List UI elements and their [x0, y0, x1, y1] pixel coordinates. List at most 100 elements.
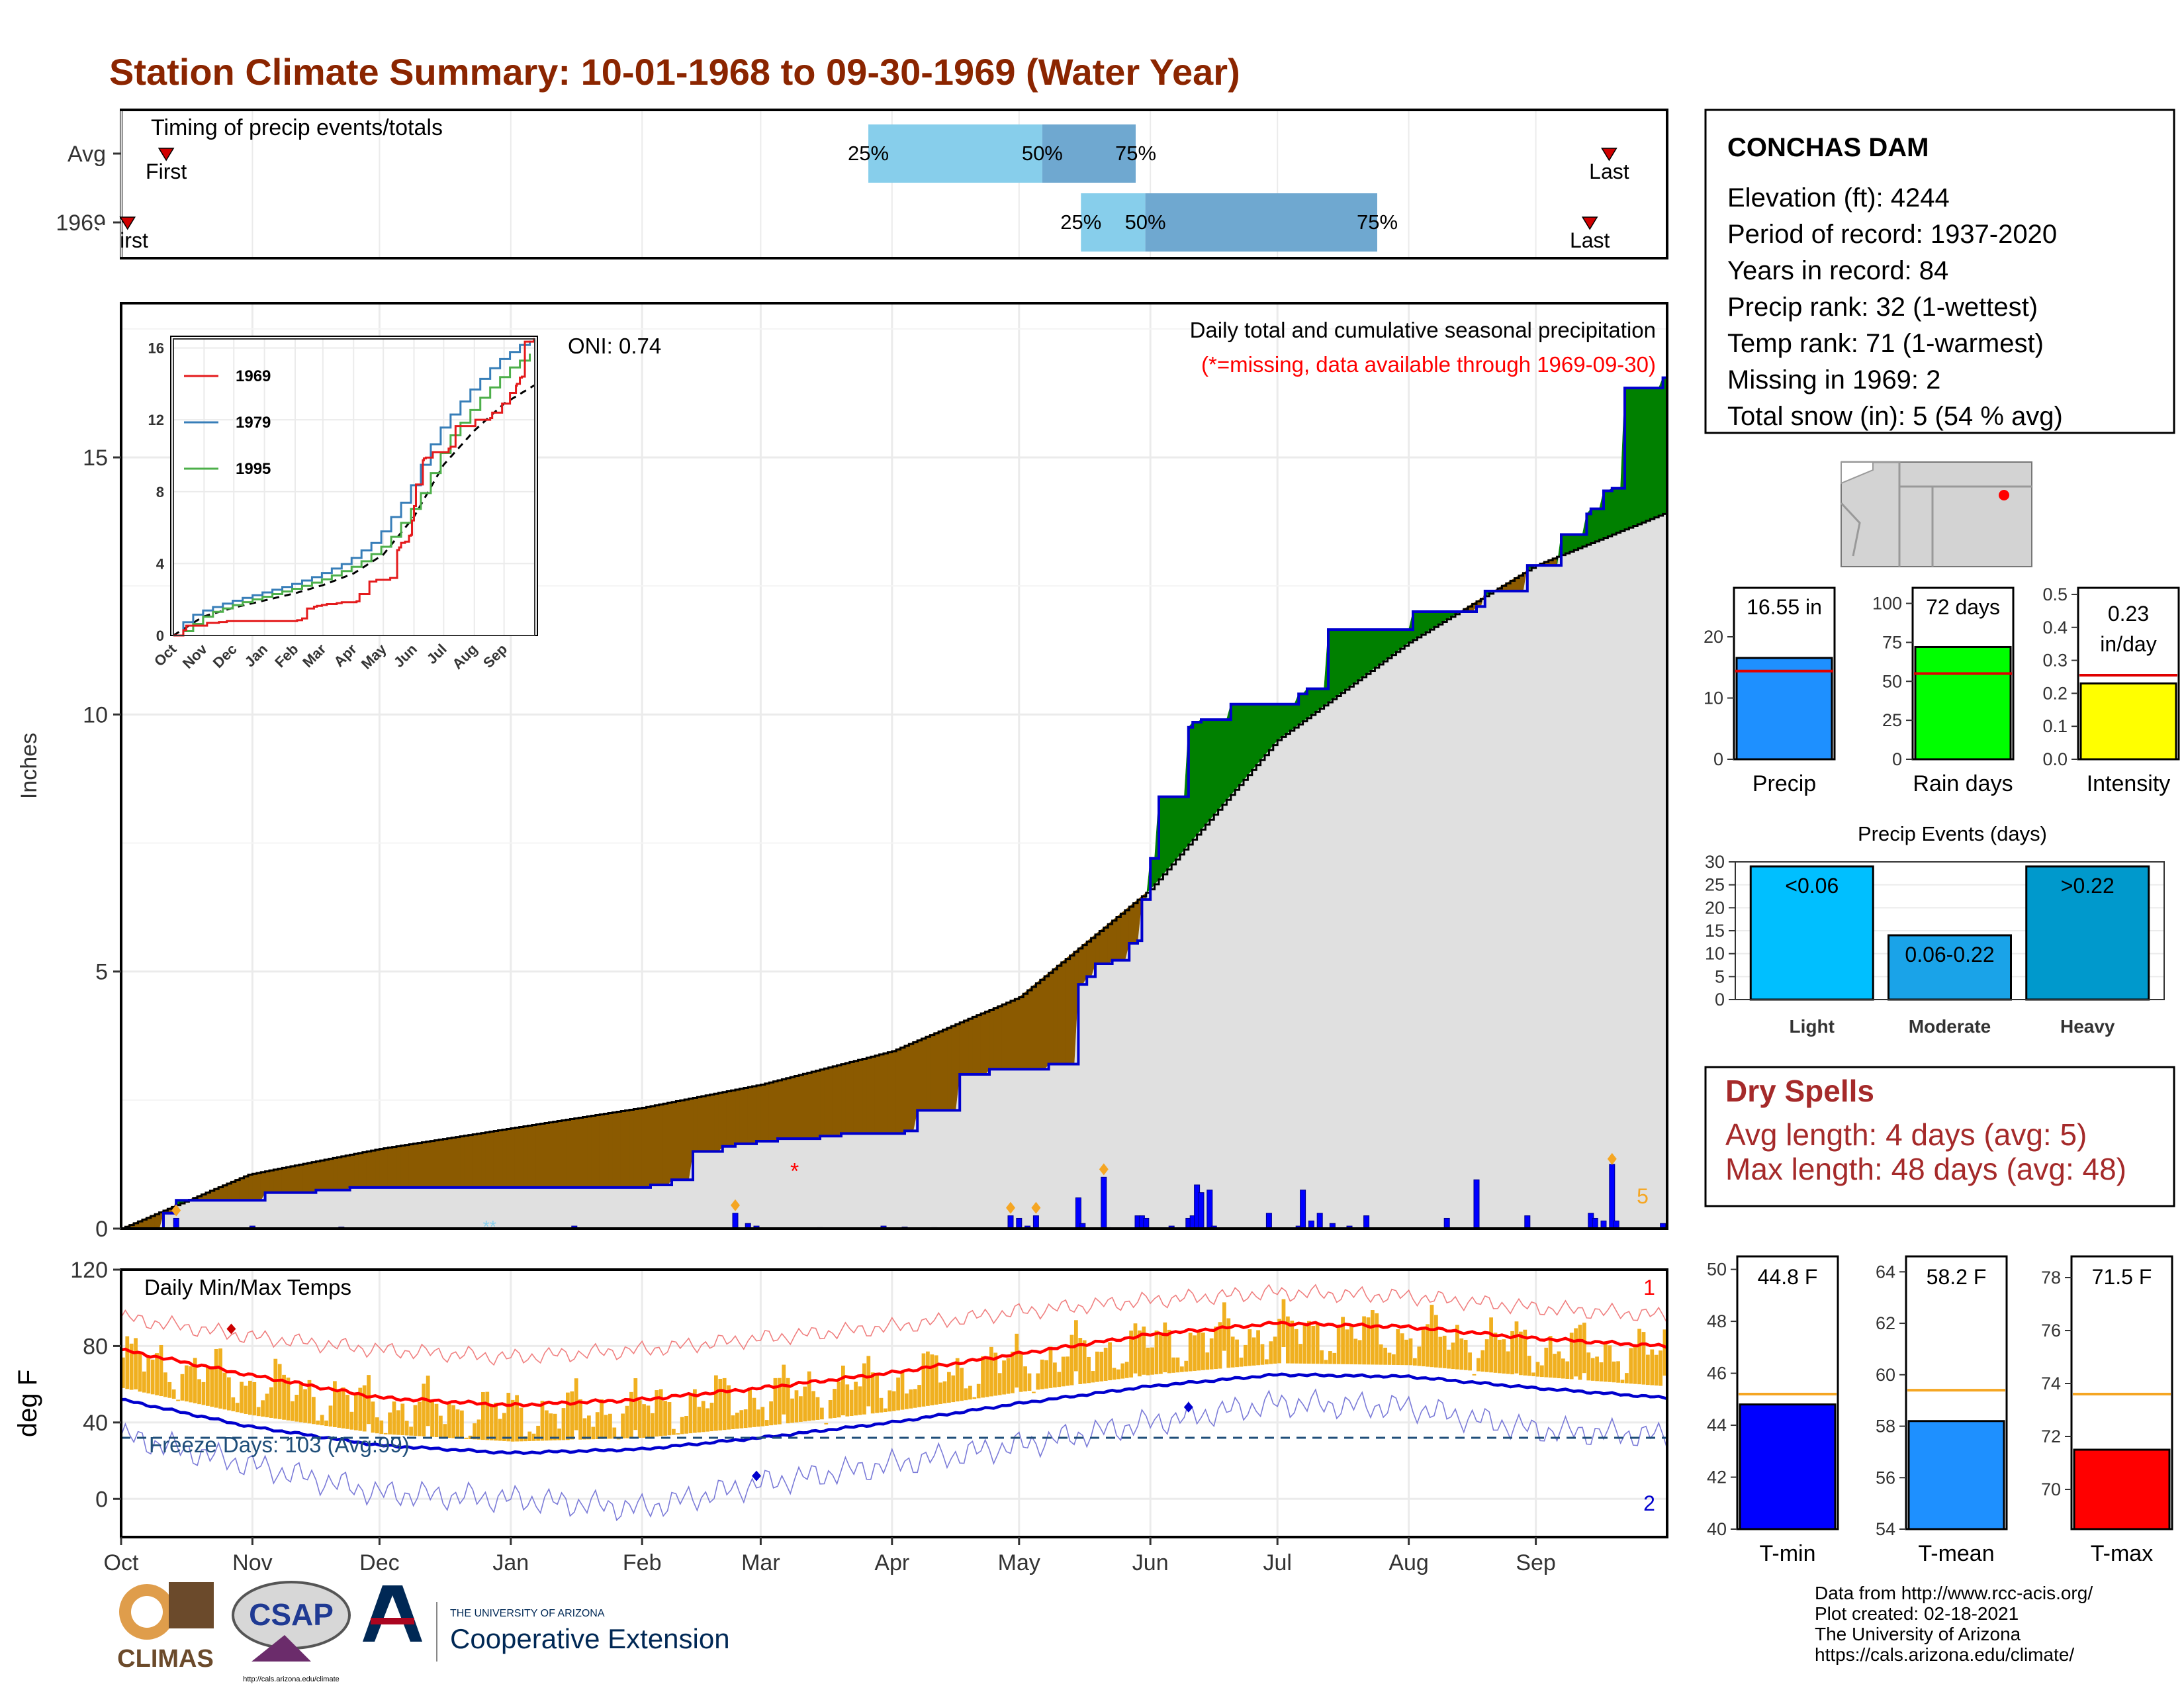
cumulative-difference-segment — [489, 1131, 494, 1188]
inset-ytick-label: 4 — [156, 555, 165, 572]
daily-temp-bar — [515, 1395, 519, 1442]
daily-temp-bar — [1044, 1360, 1048, 1389]
daily-temp-bar — [1015, 1333, 1019, 1388]
daily-temp-bar — [727, 1385, 731, 1430]
daily-temp-bar — [1654, 1354, 1659, 1386]
cumulative-difference-segment — [726, 1090, 731, 1147]
daily-temp-bar — [362, 1385, 367, 1432]
daily-temp-bar — [400, 1403, 405, 1436]
cumulative-difference-segment — [972, 1015, 978, 1075]
t-max-chart-ytick-label: 74 — [2041, 1374, 2061, 1393]
cumulative-difference-segment — [1023, 990, 1028, 1070]
last-event-marker — [1581, 216, 1598, 230]
cumulative-difference-segment — [574, 1117, 579, 1188]
cumulative-difference-segment — [514, 1127, 520, 1188]
cumulative-difference-segment — [964, 1018, 969, 1075]
events-ytick-label: 10 — [1705, 944, 1725, 964]
t-max-chart-ytick-label: 70 — [2041, 1479, 2061, 1499]
cumulative-difference-segment — [650, 1105, 655, 1186]
cumulative-difference-segment — [824, 1067, 829, 1137]
snow-event-marker — [1031, 1201, 1041, 1214]
cumulative-difference-segment — [866, 1056, 872, 1134]
daily-temp-bar — [1023, 1366, 1027, 1391]
daily-temp-bar — [693, 1389, 697, 1433]
cumulative-difference-segment — [1209, 719, 1214, 821]
t-max-value: 71.5 F — [2092, 1265, 2152, 1289]
cumulative-difference-segment — [438, 1139, 443, 1188]
dry-spells-max: Max length: 48 days (avg: 48) — [1725, 1152, 2126, 1186]
cumulative-difference-segment — [553, 1121, 558, 1188]
daily-temp-bar — [146, 1357, 151, 1393]
daily-precip-bar — [1032, 1215, 1039, 1229]
daily-temp-bar — [303, 1389, 307, 1423]
daily-temp-bar — [371, 1401, 375, 1433]
cumulative-difference-segment — [1213, 719, 1218, 816]
daily-temp-bar — [443, 1424, 447, 1438]
cumulative-difference-segment — [582, 1116, 588, 1188]
dry-spells-box: Dry Spells Avg length: 4 days (avg: 5) M… — [1704, 1066, 2175, 1207]
daily-temp-bar — [663, 1401, 667, 1436]
cumulative-difference-segment — [646, 1105, 651, 1188]
cumulative-difference-segment — [531, 1124, 537, 1188]
daily-temp-bar — [900, 1372, 905, 1410]
daily-temp-bar — [752, 1397, 756, 1427]
average-cumulative-area — [121, 514, 1667, 1229]
daily-temp-bar — [1625, 1373, 1629, 1383]
cumulative-difference-segment — [1332, 629, 1338, 700]
cumulative-difference-segment — [858, 1058, 863, 1134]
daily-temp-bar — [854, 1382, 858, 1416]
daily-temp-bar — [879, 1397, 884, 1413]
daily-temp-bar — [1324, 1360, 1328, 1364]
cumulative-difference-segment — [705, 1094, 710, 1152]
cumulative-difference-segment — [925, 1035, 931, 1111]
daily-temp-bar — [1362, 1316, 1366, 1365]
daily-temp-bar — [1251, 1337, 1256, 1366]
daily-temp-bar — [1463, 1340, 1468, 1370]
cumulative-difference-segment — [993, 1006, 999, 1070]
rain-days-chart-ytick-label: 75 — [1882, 632, 1902, 652]
university-of-arizona-logo: THE UNIVERSITY OF ARIZONA Cooperative Ex… — [363, 1585, 730, 1662]
cumulative-difference-segment — [1048, 968, 1054, 1064]
daily-temp-bar — [1345, 1329, 1349, 1364]
daily-temp-bar — [773, 1378, 778, 1425]
daily-temp-bar — [1124, 1362, 1129, 1378]
t-min-chart-ytick-label: 48 — [1707, 1311, 1727, 1331]
cumulative-difference-segment — [1608, 488, 1613, 537]
cumulative-difference-segment — [904, 1043, 909, 1131]
cumulative-difference-segment — [764, 1082, 770, 1142]
cumulative-difference-segment — [798, 1073, 803, 1139]
cumulative-difference-segment — [1197, 719, 1202, 835]
daily-temp-bar — [1193, 1335, 1197, 1371]
cumulative-difference-segment — [311, 1161, 316, 1194]
daily-temp-bar — [1082, 1340, 1087, 1384]
daily-temp-bar — [913, 1389, 917, 1408]
daily-temp-bar — [1442, 1335, 1447, 1368]
daily-temp-bar — [1138, 1330, 1142, 1377]
cumulative-difference-segment — [752, 1085, 757, 1145]
cumulative-difference-segment — [794, 1074, 799, 1139]
rain-days-chart-ytick-label: 100 — [1872, 594, 1902, 614]
daily-temp-bar — [1336, 1327, 1341, 1364]
daily-precip-bar — [1198, 1192, 1205, 1229]
daily-temp-bar — [1154, 1331, 1159, 1375]
inset-legend-label: 1995 — [236, 460, 271, 478]
daily-temp-bar — [1349, 1324, 1353, 1364]
cumulative-difference-segment — [341, 1155, 346, 1191]
cumulative-difference-segment — [1387, 629, 1392, 659]
cumulative-difference-segment — [362, 1151, 367, 1188]
daily-temp-bar — [1315, 1322, 1320, 1364]
daily-temp-bar — [180, 1374, 185, 1401]
daily-precip-bar — [1443, 1217, 1450, 1229]
daily-temp-bar — [320, 1415, 324, 1426]
daily-temp-bar — [811, 1391, 815, 1421]
daily-temp-bar — [807, 1371, 811, 1421]
daily-temp-bar — [231, 1397, 236, 1411]
cumulative-difference-segment — [396, 1145, 401, 1188]
cumulative-difference-segment — [1243, 704, 1248, 781]
events-ytick-label: 15 — [1705, 921, 1725, 941]
temp-ytick-label: 120 — [70, 1258, 108, 1283]
snow-event-marker — [1607, 1152, 1617, 1165]
daily-temp-bar — [1477, 1358, 1480, 1372]
t-max-chart-bar — [2073, 1448, 2171, 1530]
daily-temp-bar — [1506, 1351, 1510, 1374]
